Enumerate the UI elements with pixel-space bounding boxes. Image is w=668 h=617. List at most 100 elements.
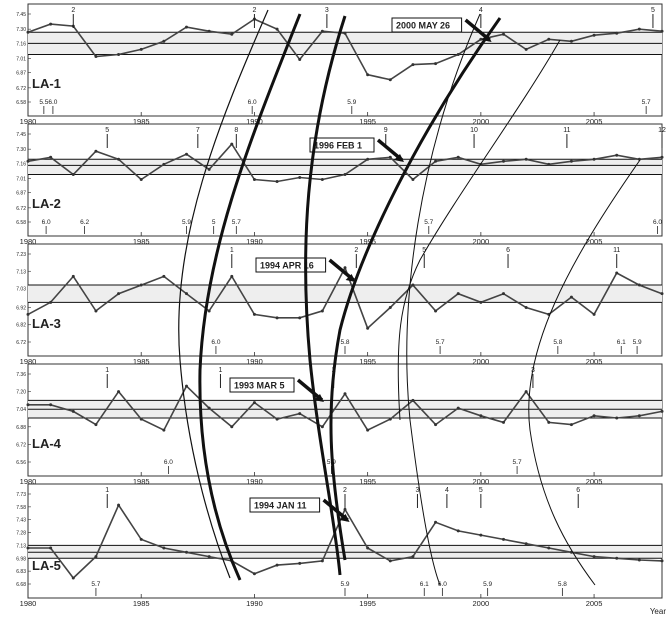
data-point: [49, 300, 53, 304]
x-tick-label: 2000: [473, 117, 490, 126]
event-marker-label: 11: [613, 247, 620, 254]
migration-curve: [397, 39, 561, 421]
data-point: [524, 542, 528, 546]
data-point: [456, 155, 460, 159]
annotation-arrowhead: [394, 154, 404, 162]
data-point: [71, 172, 75, 176]
magnitude-label: 5.9: [340, 581, 349, 588]
panel-frame: [27, 363, 663, 477]
magnitude-label: 5.8: [558, 581, 567, 588]
data-point: [139, 178, 143, 182]
data-point: [502, 537, 505, 541]
event-marker-label: 11: [563, 127, 570, 134]
y-tick-label: 6.87: [16, 71, 26, 77]
event-marker-label: 6: [506, 247, 510, 254]
data-point: [117, 157, 121, 161]
y-tick-label: 6.88: [16, 425, 26, 431]
event-marker-label: 6: [576, 487, 580, 494]
data-point: [162, 546, 166, 550]
data-point: [185, 25, 188, 29]
y-tick-label: 6.58: [16, 100, 26, 106]
data-point: [139, 417, 143, 421]
data-point: [592, 555, 596, 559]
panel-frame: [27, 483, 663, 599]
x-tick-label: 1995: [359, 237, 376, 246]
data-point: [117, 390, 121, 394]
x-tick-label: 2005: [586, 237, 603, 246]
data-point: [615, 31, 619, 35]
y-tick-label: 6.58: [16, 220, 26, 226]
y-tick-label: 6.56: [16, 460, 26, 466]
data-point: [411, 555, 415, 559]
data-point: [502, 32, 505, 36]
x-tick-label: 2000: [473, 599, 490, 608]
x-tick-label: 1985: [133, 117, 150, 126]
y-tick-label: 7.43: [16, 518, 26, 524]
data-point: [569, 295, 573, 299]
data-point: [230, 32, 234, 36]
data-point: [366, 157, 370, 161]
x-tick-label: 1985: [133, 357, 150, 366]
y-tick-label: 7.03: [16, 287, 26, 293]
data-point: [185, 292, 188, 296]
event-marker-label: 9: [384, 127, 388, 134]
data-point: [388, 559, 392, 563]
magnitude-label: 6.0: [164, 459, 173, 466]
x-tick-label: 1980: [20, 117, 37, 126]
y-tick-label: 7.36: [16, 372, 26, 378]
y-tick-label: 7.30: [16, 147, 26, 153]
y-tick-label: 7.28: [16, 531, 26, 537]
x-tick-label: 1990: [246, 477, 263, 486]
event-marker-label: 1: [105, 367, 109, 374]
x-tick-label: 1995: [359, 357, 376, 366]
data-point: [252, 401, 256, 405]
data-point: [49, 546, 53, 550]
event-marker-label: 2: [252, 7, 256, 14]
data-point: [388, 155, 392, 159]
migration-curve: [304, 15, 347, 576]
data-point: [547, 37, 551, 41]
y-tick-label: 6.72: [16, 206, 26, 212]
x-tick-label: 1990: [246, 237, 263, 246]
magnitude-label: 5.7: [232, 219, 241, 226]
data-point: [456, 406, 460, 410]
x-tick-label: 1990: [246, 599, 263, 608]
x-axis-label: Year: [650, 607, 667, 616]
x-tick-label: 1985: [133, 237, 150, 246]
panel-frame: [27, 3, 663, 117]
data-point: [26, 159, 30, 163]
data-point: [230, 425, 234, 429]
annotation-arrowhead: [314, 394, 324, 402]
data-point: [117, 52, 121, 56]
data-point: [139, 537, 143, 541]
data-point: [434, 423, 438, 427]
magnitude-label: 5.8: [553, 339, 562, 346]
y-tick-label: 7.45: [16, 12, 26, 18]
panel-title: LA-1: [32, 76, 61, 91]
y-tick-label: 6.72: [16, 442, 26, 448]
data-point: [94, 555, 98, 559]
data-point: [94, 149, 98, 153]
magnitude-label: 6.0: [438, 581, 447, 588]
x-tick-label: 1985: [133, 477, 150, 486]
data-point: [298, 412, 302, 416]
data-point: [524, 390, 528, 394]
magnitude-label: 5.7: [436, 339, 445, 346]
magnitude-label: 6.0: [248, 99, 257, 106]
data-point: [366, 546, 370, 550]
data-point: [343, 266, 347, 270]
data-point: [411, 63, 415, 67]
data-point: [637, 27, 641, 31]
data-point: [547, 546, 551, 550]
event-marker-label: 7: [196, 127, 200, 134]
data-point: [592, 414, 596, 418]
data-point: [434, 309, 438, 313]
magnitude-label: 6.0: [48, 99, 57, 106]
x-tick-label: 1980: [20, 357, 37, 366]
y-tick-label: 7.16: [16, 161, 26, 167]
data-point: [660, 292, 664, 296]
data-point: [139, 283, 143, 287]
data-point: [343, 507, 347, 511]
data-point: [94, 54, 98, 58]
x-tick-label: 2005: [586, 477, 603, 486]
